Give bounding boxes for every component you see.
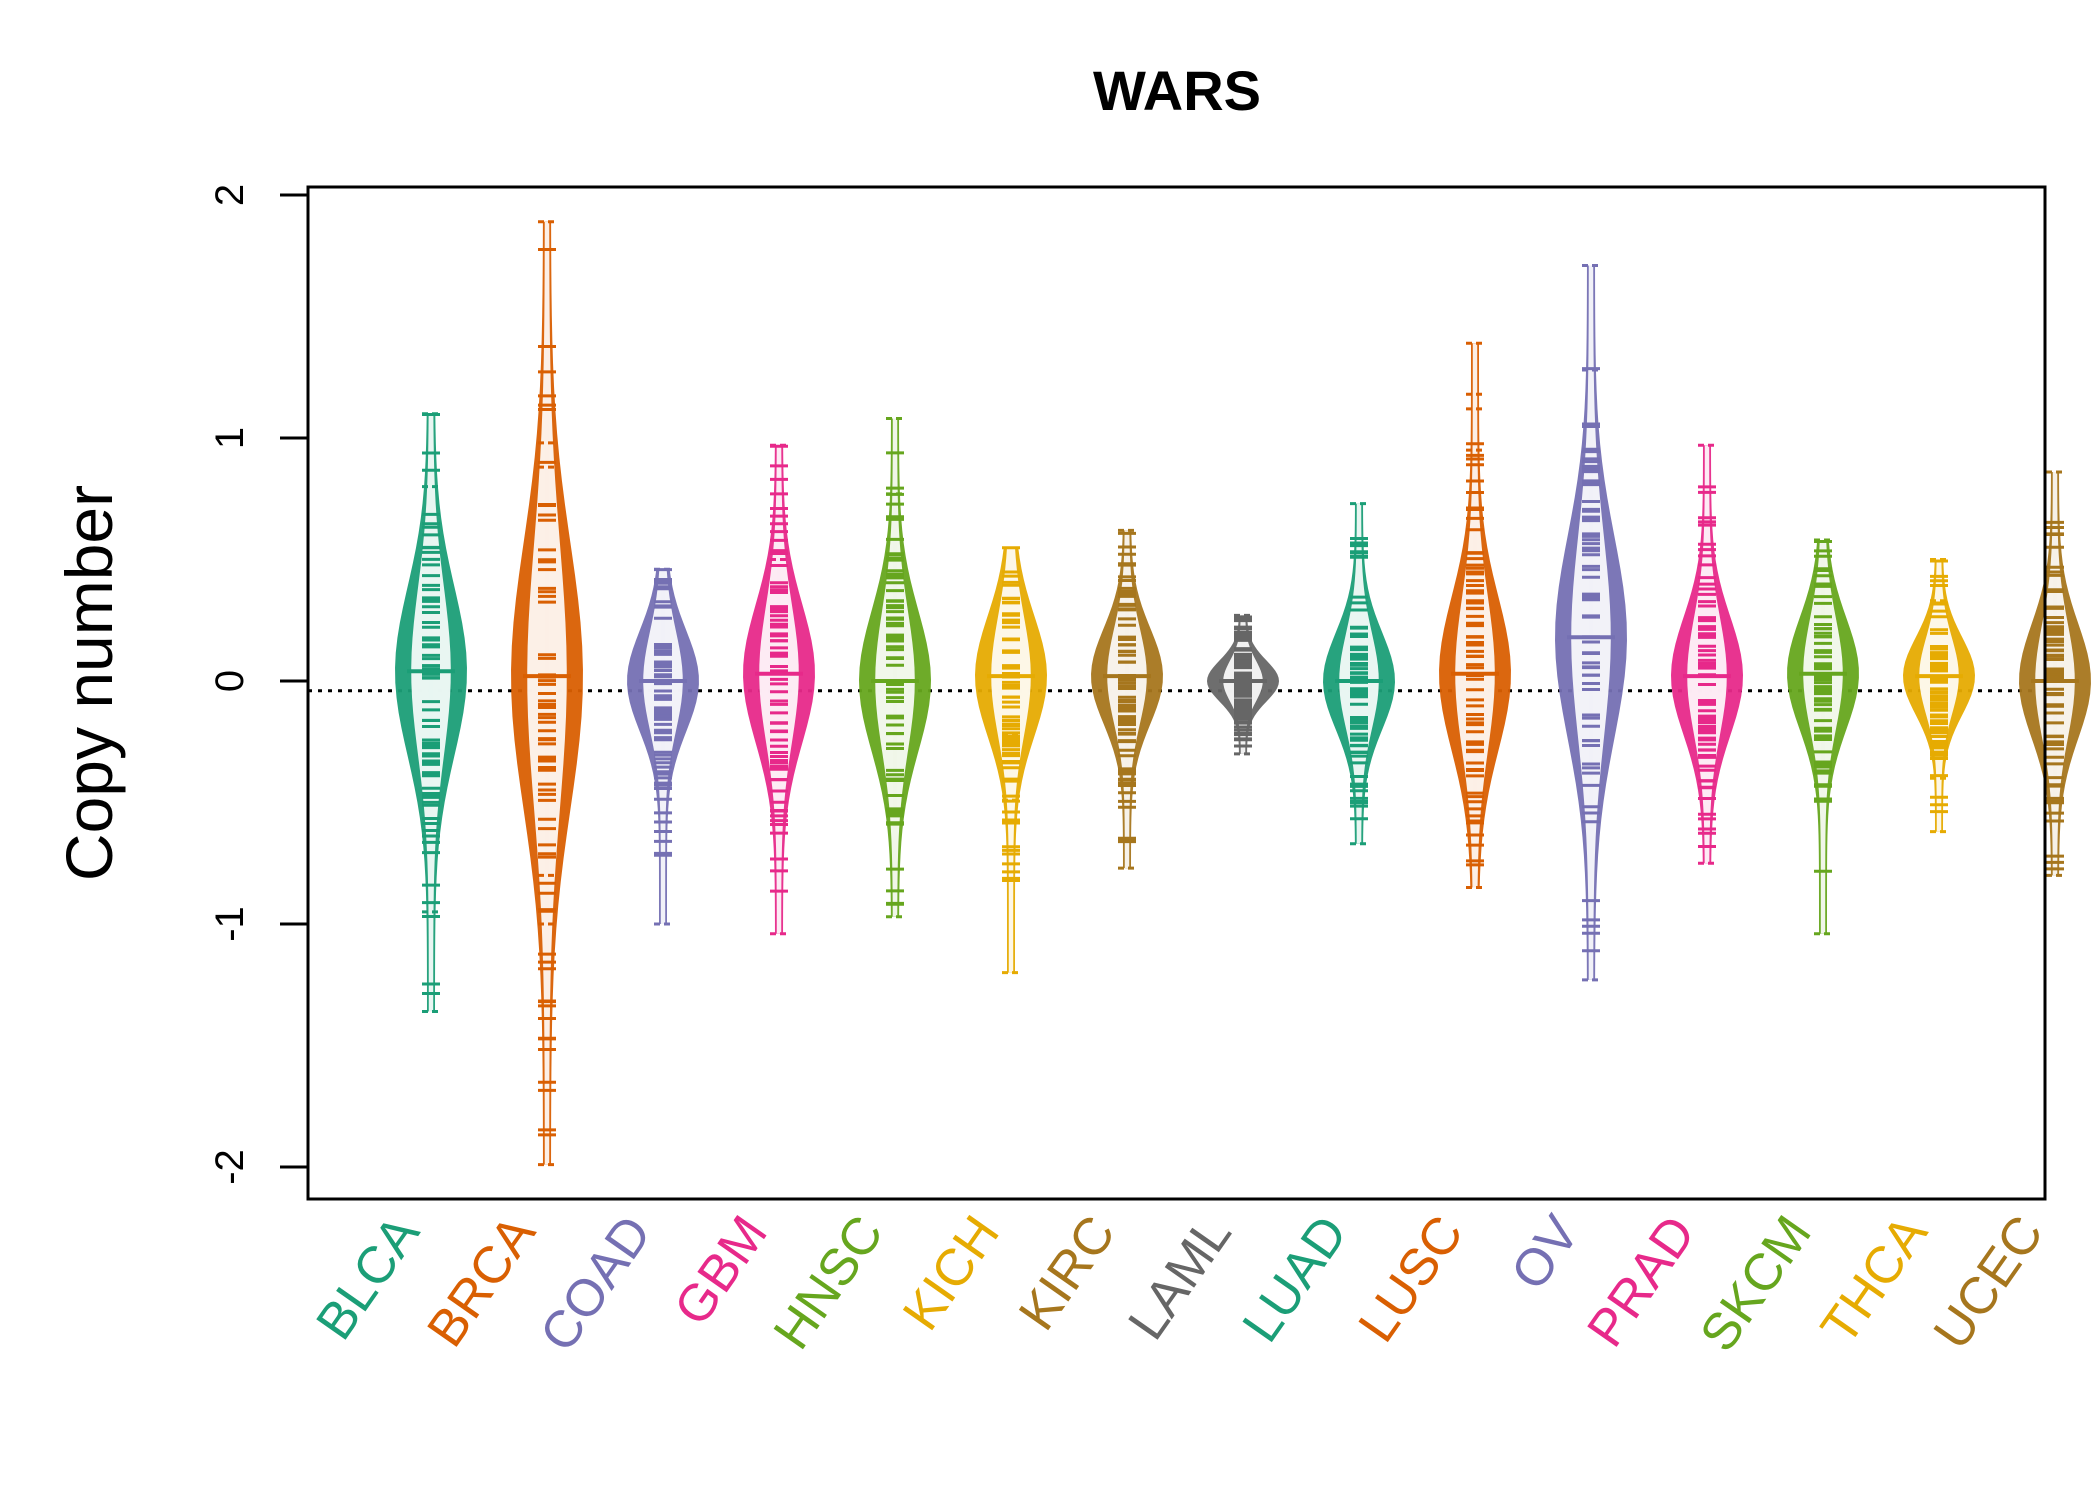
bean-thca (1903, 558, 1975, 834)
bean-kich (975, 546, 1047, 975)
bean-coad (627, 567, 699, 926)
bean-core (875, 418, 915, 917)
y-tick-label: -2 (208, 1149, 252, 1185)
bean-core (643, 569, 683, 924)
bean-prad (1671, 443, 1743, 865)
chart-title: WARS (1093, 59, 1261, 122)
bean-hnsc (859, 417, 931, 919)
bean-ov (1555, 263, 1627, 982)
plot-frame (306, 185, 2047, 1201)
bean-brca (511, 220, 583, 1167)
bean-lusc (1439, 341, 1511, 890)
bean-laml (1207, 613, 1279, 756)
y-tick-label: 0 (208, 670, 252, 692)
bean-gbm (743, 443, 815, 936)
y-tick-label: 2 (208, 184, 252, 206)
bean-blca (395, 412, 467, 1013)
y-axis-label: Copy number (52, 485, 126, 881)
bean-luad (1323, 502, 1395, 846)
bean-core (759, 445, 799, 934)
y-tick-label: 1 (208, 427, 252, 449)
bean-skcm (1787, 538, 1859, 936)
bean-core (991, 547, 1031, 973)
bean-core (1571, 265, 1611, 980)
bean-kirc (1091, 528, 1163, 870)
bean-ucec (2019, 470, 2091, 877)
bean-core (411, 413, 451, 1012)
y-tick-label: -1 (208, 906, 252, 942)
